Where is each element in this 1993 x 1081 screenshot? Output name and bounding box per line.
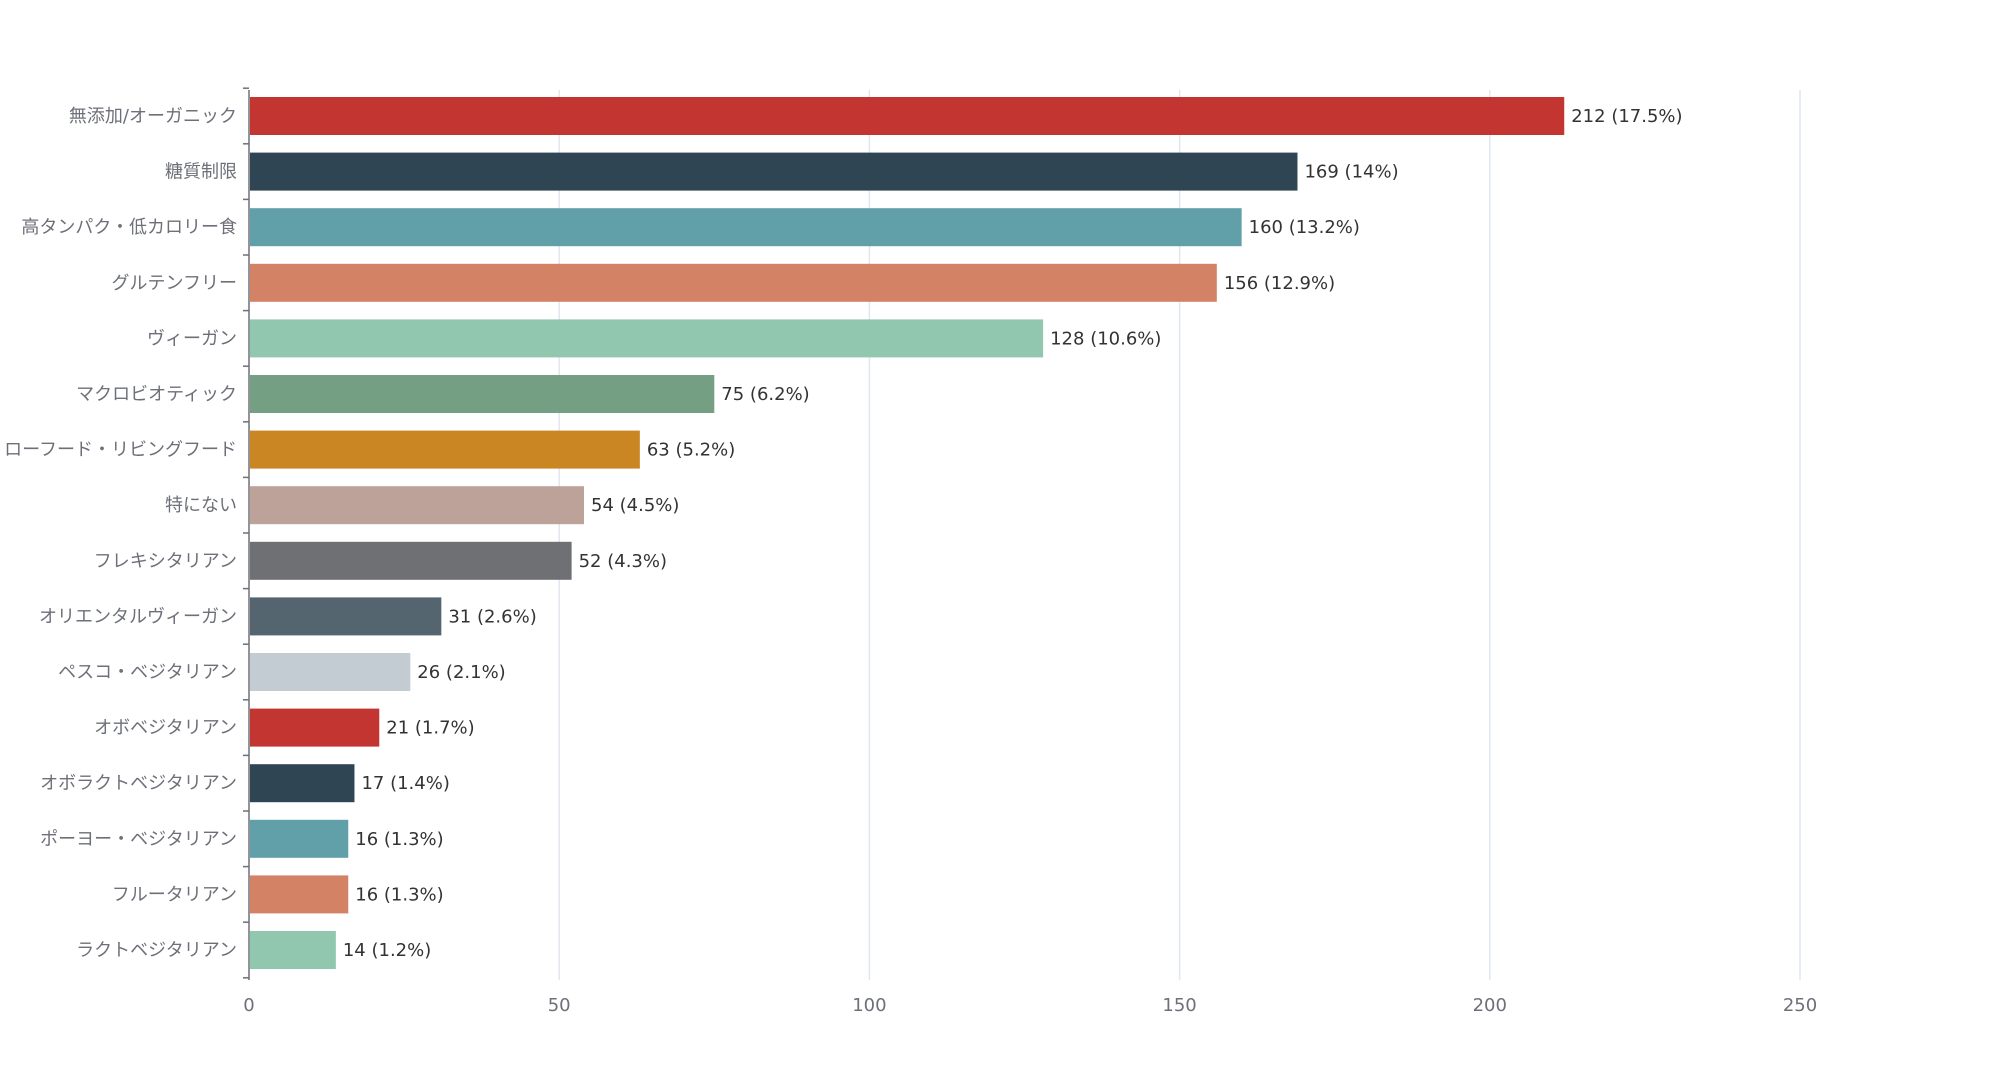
value-label: 52 (4.3%) xyxy=(579,551,667,572)
bar xyxy=(250,430,640,469)
value-label: 63 (5.2%) xyxy=(647,440,735,461)
value-label: 160 (13.2%) xyxy=(1249,217,1360,238)
bar xyxy=(250,875,349,914)
bar xyxy=(250,819,349,858)
bar xyxy=(250,375,715,413)
value-label: 212 (17.5%) xyxy=(1571,106,1682,127)
category-label: オボラクトベジタリアン xyxy=(40,773,237,794)
x-tick-label: 50 xyxy=(548,995,571,1016)
bar xyxy=(250,653,411,691)
bar xyxy=(250,931,336,969)
category-label: フルータリアン xyxy=(112,884,237,905)
category-label: ラクトベジタリアン xyxy=(76,940,237,961)
category-label: フレキシタリアン xyxy=(94,551,237,572)
value-label: 169 (14%) xyxy=(1304,162,1398,183)
category-label: ペスコ・ベジタリアン xyxy=(58,662,237,683)
value-label: 16 (1.3%) xyxy=(355,884,443,905)
value-label: 17 (1.4%) xyxy=(361,773,449,794)
value-label: 128 (10.6%) xyxy=(1050,328,1161,349)
value-label: 156 (12.9%) xyxy=(1224,273,1335,294)
category-label: 無添加/オーガニック xyxy=(69,106,237,127)
value-label: 54 (4.5%) xyxy=(591,495,679,516)
value-label: 21 (1.7%) xyxy=(386,718,474,739)
x-tick-label: 200 xyxy=(1473,995,1507,1016)
bar xyxy=(250,152,1298,191)
bar xyxy=(250,708,380,747)
value-label: 16 (1.3%) xyxy=(355,829,443,850)
x-tick-label: 250 xyxy=(1783,995,1817,1016)
value-label: 14 (1.2%) xyxy=(343,940,431,961)
x-tick-label: 0 xyxy=(243,995,254,1016)
category-label: ポーヨー・ベジタリアン xyxy=(40,829,237,850)
x-tick-label: 100 xyxy=(852,995,886,1016)
value-label: 31 (2.6%) xyxy=(448,606,536,627)
category-label: 高タンパク・低カロリー食 xyxy=(21,217,237,238)
category-label: 特にない xyxy=(165,495,237,516)
category-label: オボベジタリアン xyxy=(94,718,237,739)
category-label: ヴィーガン xyxy=(147,328,237,349)
category-label: オリエンタルヴィーガン xyxy=(39,606,237,627)
value-label: 75 (6.2%) xyxy=(721,384,809,405)
category-label: 糖質制限 xyxy=(165,162,237,183)
value-label: 26 (2.1%) xyxy=(417,662,505,683)
category-label: マクロビオティック xyxy=(76,384,237,405)
bar xyxy=(250,486,585,525)
bar xyxy=(250,319,1044,358)
category-label: グルテンフリー xyxy=(112,273,237,294)
bar xyxy=(250,597,442,636)
bar xyxy=(250,541,572,580)
x-tick-label: 150 xyxy=(1162,995,1196,1016)
bar xyxy=(250,97,1565,135)
category-label: ローフード・リビングフード xyxy=(4,440,237,461)
axes xyxy=(243,87,250,980)
bar xyxy=(250,764,355,803)
bars xyxy=(250,97,1565,969)
labels: 0 50 100 150 200 250 無添加/オーガニック 212 (17.5%) 糖質制限… xyxy=(4,106,1817,1016)
bar xyxy=(250,263,1217,302)
bar xyxy=(250,208,1242,247)
